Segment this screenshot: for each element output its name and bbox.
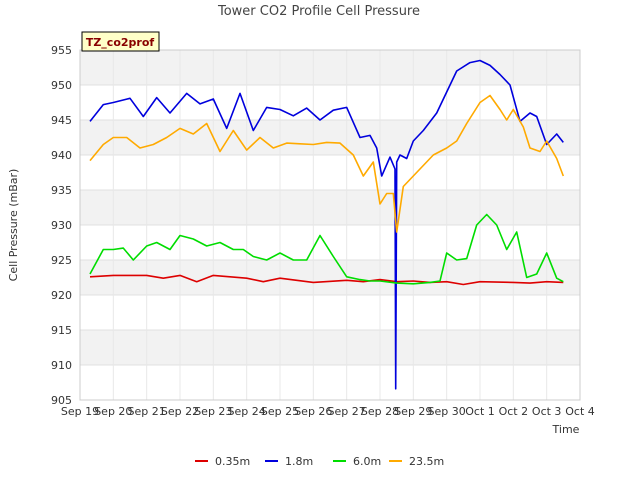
background-band [80, 330, 580, 365]
background-band [80, 120, 580, 155]
x-tick-label: Sep 28 [361, 405, 399, 418]
x-tick-label: Sep 29 [394, 405, 432, 418]
x-tick-label: Sep 22 [161, 405, 199, 418]
series-line-0.35m [89, 274, 564, 286]
y-tick-label: 915 [51, 324, 72, 337]
y-axis-ticks: 905 910 915 920 925 930 935 940 945 950 955 [51, 44, 72, 407]
badge: TZ_co2prof [81, 31, 160, 52]
legend-label: 1.8m [285, 455, 313, 468]
x-tick-label: Sep 24 [228, 405, 266, 418]
x-tick-label: Sep 25 [261, 405, 299, 418]
legend-item-6.0m: 6.0m [333, 455, 381, 468]
plot-frame [79, 49, 581, 401]
x-tick-label: Sep 19 [61, 405, 99, 418]
x-tick-label: Sep 21 [128, 405, 166, 418]
y-tick-label: 910 [51, 359, 72, 372]
legend-label: 6.0m [353, 455, 381, 468]
series-line-1.8m [89, 59, 564, 390]
x-tick-label: Sep 26 [294, 405, 332, 418]
x-tick-label: Oct 4 [565, 405, 595, 418]
y-tick-label: 905 [51, 394, 72, 407]
legend-label: 23.5m [409, 455, 444, 468]
x-tick-label: Sep 23 [194, 405, 232, 418]
x-tick-label: Oct 3 [532, 405, 562, 418]
x-tick-label: Sep 30 [428, 405, 466, 418]
background-band [80, 190, 580, 225]
y-tick-label: 940 [51, 149, 72, 162]
legend-item-1.8m: 1.8m [265, 455, 313, 468]
background-band [80, 50, 580, 85]
y-tick-label: 935 [51, 184, 72, 197]
y-tick-label: 955 [51, 44, 72, 57]
legend: 0.35m 1.8m 6.0m 23.5m [195, 455, 444, 468]
x-tick-label: Sep 27 [328, 405, 366, 418]
y-tick-label: 950 [51, 79, 72, 92]
x-tick-label: Sep 20 [94, 405, 132, 418]
legend-item-0.35m: 0.35m [195, 455, 250, 468]
y-tick-label: 920 [51, 289, 72, 302]
background-bands [80, 50, 580, 365]
y-tick-label: 930 [51, 219, 72, 232]
chart-title: Tower CO2 Profile Cell Pressure [217, 4, 420, 19]
legend-label: 0.35m [215, 455, 250, 468]
series-line-23.5m [89, 94, 565, 233]
y-tick-label: 925 [51, 254, 72, 267]
badge-label: TZ_co2prof [86, 36, 155, 49]
x-tick-label: Oct 2 [499, 405, 529, 418]
series-line-6.0m [89, 213, 564, 285]
series-lines [89, 59, 565, 390]
legend-item-23.5m: 23.5m [389, 455, 444, 468]
y-tick-label: 945 [51, 114, 72, 127]
y-axis-label: Cell Pressure (mBar) [7, 169, 20, 282]
x-tick-label: Oct 1 [465, 405, 495, 418]
x-axis-label: Time [552, 423, 580, 436]
